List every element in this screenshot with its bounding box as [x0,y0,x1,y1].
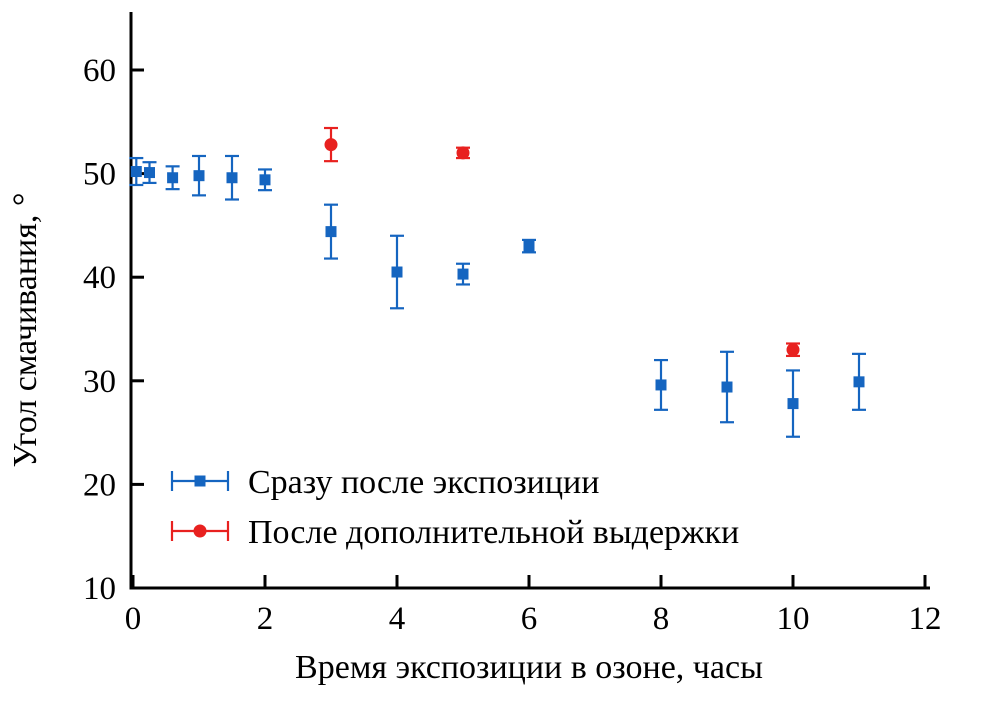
data-point-group [654,358,668,411]
data-point-circle [456,146,470,160]
data-point-group [852,352,866,411]
data-point-square [523,240,535,252]
y-tick-label: 50 [83,157,116,193]
axes: 0 2 4 6 8 10 12 10 20 30 40 50 60 [83,12,942,637]
data-point-group [456,146,470,160]
x-tick-label: 12 [909,601,942,637]
data-point-square [853,376,865,388]
data-point-square [259,174,271,186]
data-point-circle [786,343,800,357]
legend: Сразу после экспозиции После дополнительн… [170,464,739,551]
x-tick-label: 10 [777,601,810,637]
x-tick-label: 4 [389,601,406,637]
legend-marker-circle [193,524,207,538]
data-series [129,126,866,438]
data-point-group [456,262,470,286]
data-point-group [390,234,404,310]
data-point-group [522,238,536,254]
legend-label: Сразу после экспозиции [248,464,599,501]
data-point-square [655,379,667,391]
y-axis-title: Угол смачивания, ° [7,193,44,468]
data-point-square [391,266,403,278]
y-tick-label: 20 [83,467,116,503]
data-point-square [226,172,238,184]
data-point-group [142,161,157,185]
data-point-square [325,226,337,238]
data-point-group [258,168,272,192]
data-point-group [324,203,338,260]
data-point-group [165,165,180,191]
x-tick-label: 6 [521,601,538,637]
y-tick-label: 40 [83,260,116,296]
data-point-group [225,154,239,201]
legend-item: Сразу после экспозиции [170,464,599,501]
data-point-circle [324,138,338,152]
data-point-group [786,369,800,438]
data-point-group [720,350,734,424]
data-point-square [721,381,733,393]
data-point-group [192,154,206,197]
data-point-group [324,126,338,163]
y-tick-label: 30 [83,364,116,400]
data-point-square [193,170,205,182]
x-tick-label: 8 [653,601,670,637]
data-point-square [167,172,179,184]
data-point-group [786,342,800,358]
y-tick-label: 60 [83,53,116,89]
x-tick-label: 0 [125,601,142,637]
data-point-group [129,156,144,187]
legend-label: После дополнительной выдержки [248,514,739,551]
legend-marker-square [194,475,206,487]
x-axis-title: Время экспозиции в озоне, часы [295,649,763,686]
data-point-square [130,166,142,178]
data-point-square [457,268,469,280]
data-point-square [144,167,155,179]
legend-item: После дополнительной выдержки [170,514,739,551]
y-tick-label: 10 [83,571,116,607]
x-tick-label: 2 [257,601,274,637]
data-point-square [787,398,799,410]
